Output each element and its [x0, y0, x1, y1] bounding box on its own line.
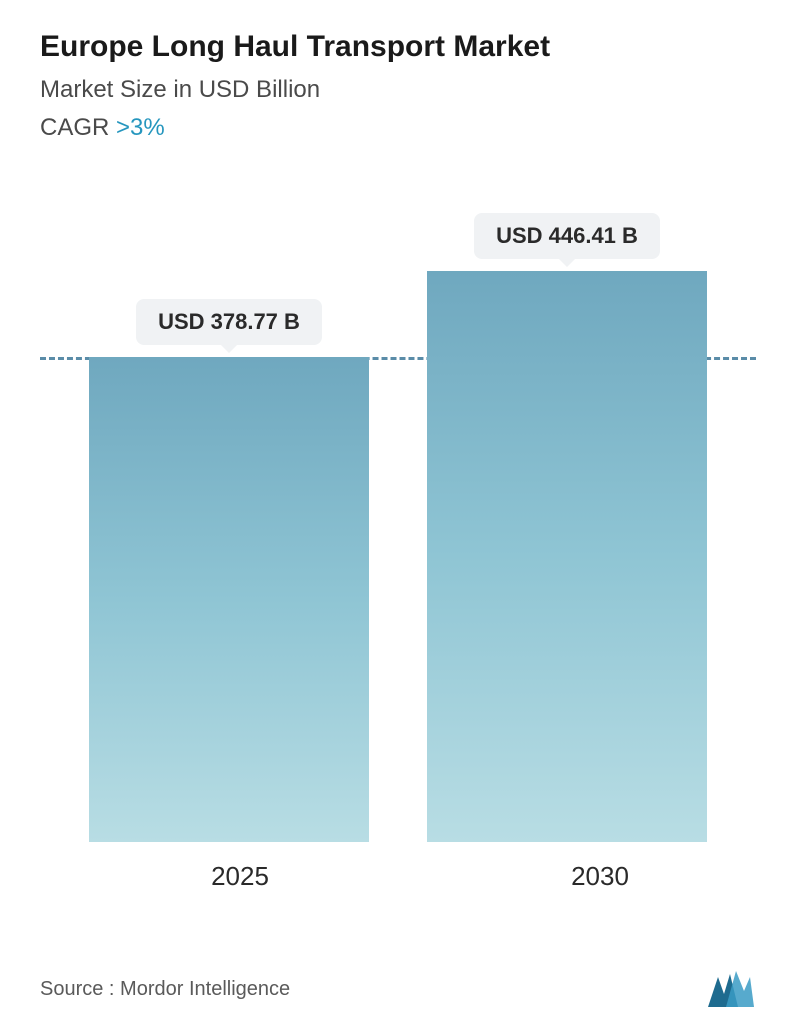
- bar-group: USD 378.77 B: [89, 299, 369, 842]
- logo-svg: [706, 969, 756, 1009]
- cagr-value: >3%: [116, 114, 165, 141]
- bar-value-label: USD 378.77 B: [136, 299, 322, 345]
- chart-subtitle: Market Size in USD Billion: [40, 76, 756, 104]
- chart-footer: Source : Mordor Intelligence: [40, 969, 756, 1009]
- cagr-row: CAGR >3%: [40, 114, 756, 142]
- chart-title: Europe Long Haul Transport Market: [40, 30, 756, 64]
- bar-value-label: USD 446.41 B: [474, 213, 660, 259]
- cagr-label: CAGR: [40, 114, 109, 141]
- bar-group: USD 446.41 B: [427, 213, 707, 842]
- bars-container: USD 378.77 B USD 446.41 B: [40, 202, 756, 842]
- chart-area: USD 378.77 B USD 446.41 B 2025 2030: [40, 202, 756, 902]
- source-label: Source :: [40, 978, 114, 1000]
- brand-logo-icon: [706, 969, 756, 1009]
- source-attribution: Source : Mordor Intelligence: [40, 978, 290, 1001]
- x-axis-label: 2030: [540, 861, 660, 892]
- bar: [89, 357, 369, 842]
- bar: [427, 271, 707, 842]
- x-axis-label: 2025: [180, 861, 300, 892]
- source-name: Mordor Intelligence: [120, 978, 290, 1000]
